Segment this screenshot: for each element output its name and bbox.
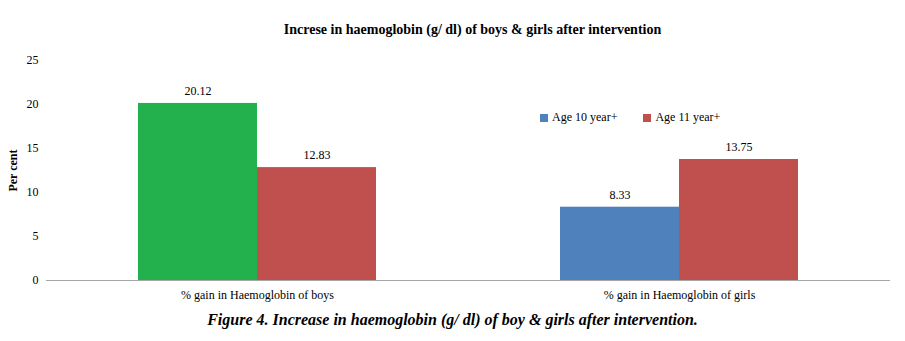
svg-text:8.33: 8.33 — [610, 188, 631, 202]
svg-text:0: 0 — [33, 273, 39, 287]
svg-text:20: 20 — [27, 97, 39, 111]
svg-text:20.12: 20.12 — [185, 84, 212, 98]
svg-text:% gain in Haemoglobin of boys: % gain in Haemoglobin of boys — [181, 288, 334, 302]
html-text:Figure 4. Increase in haemoglo: Figure 4. Increase in haemoglobin (g/ dl… — [207, 311, 698, 328]
html-text:Age 10 year+: Age 10 year+ — [552, 110, 618, 124]
svg-text:12.83: 12.83 — [304, 148, 331, 162]
svg-text:13.75: 13.75 — [726, 140, 753, 154]
html-text:Increse in haemoglobin (g/ dl): Increse in haemoglobin (g/ dl) of boys &… — [283, 22, 662, 37]
html-text:Age 11 year+: Age 11 year+ — [655, 110, 721, 124]
svg-text:% gain in Haemoglobin of girls: % gain in Haemoglobin of girls — [604, 288, 756, 302]
svg-text:Per cent: Per cent — [6, 149, 20, 191]
svg-text:25: 25 — [27, 53, 39, 67]
svg-text:5: 5 — [33, 229, 39, 243]
svg-text:15: 15 — [27, 141, 39, 155]
svg-text:10: 10 — [27, 185, 39, 199]
